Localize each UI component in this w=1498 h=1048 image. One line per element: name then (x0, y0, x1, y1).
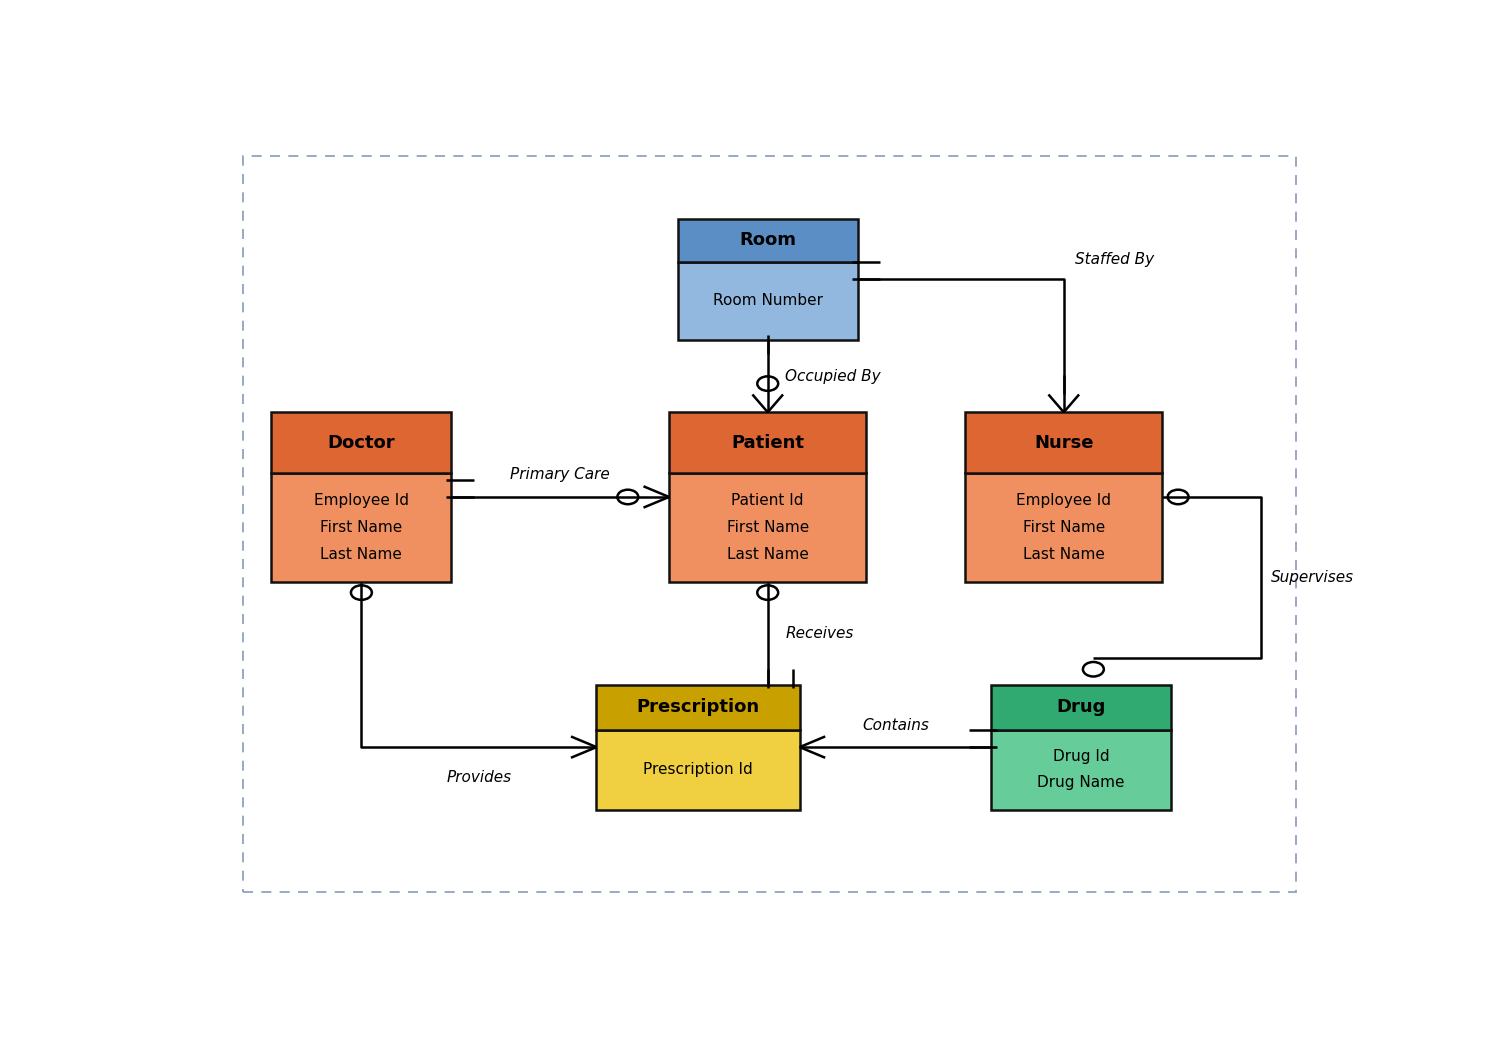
Bar (992, 729, 1171, 810)
Bar (271, 474, 451, 582)
Text: Receives: Receives (785, 626, 854, 640)
Text: Supervises: Supervises (1270, 570, 1354, 585)
Text: Patient: Patient (731, 434, 804, 452)
Bar (677, 219, 858, 262)
Text: Room Number: Room Number (713, 293, 822, 308)
Text: Prescription: Prescription (637, 698, 759, 716)
Text: Drug: Drug (1056, 698, 1106, 716)
Text: First Name: First Name (727, 520, 809, 534)
Text: Doctor: Doctor (328, 434, 395, 452)
Text: Staffed By: Staffed By (1076, 252, 1155, 267)
Text: Prescription Id: Prescription Id (643, 762, 753, 778)
Bar (596, 729, 800, 810)
Bar (965, 474, 1162, 582)
Text: Nurse: Nurse (1034, 434, 1094, 452)
Text: Provides: Provides (446, 769, 511, 785)
Text: Contains: Contains (861, 718, 929, 733)
Bar (670, 412, 866, 474)
Text: Occupied By: Occupied By (785, 369, 881, 384)
Text: Drug Id: Drug Id (1053, 748, 1110, 764)
Text: Primary Care: Primary Care (511, 467, 610, 482)
Bar (677, 262, 858, 340)
Text: Last Name: Last Name (1023, 547, 1104, 562)
Text: Drug Name: Drug Name (1038, 776, 1125, 790)
Text: Room: Room (739, 232, 797, 249)
Text: First Name: First Name (1023, 520, 1106, 534)
Bar (596, 684, 800, 729)
Text: Last Name: Last Name (727, 547, 809, 562)
Bar (992, 684, 1171, 729)
Text: Last Name: Last Name (321, 547, 403, 562)
Bar (670, 474, 866, 582)
Bar (965, 412, 1162, 474)
Text: First Name: First Name (321, 520, 403, 534)
Bar (271, 412, 451, 474)
Text: Employee Id: Employee Id (1016, 493, 1112, 508)
Text: Patient Id: Patient Id (731, 493, 804, 508)
Text: Employee Id: Employee Id (315, 493, 409, 508)
